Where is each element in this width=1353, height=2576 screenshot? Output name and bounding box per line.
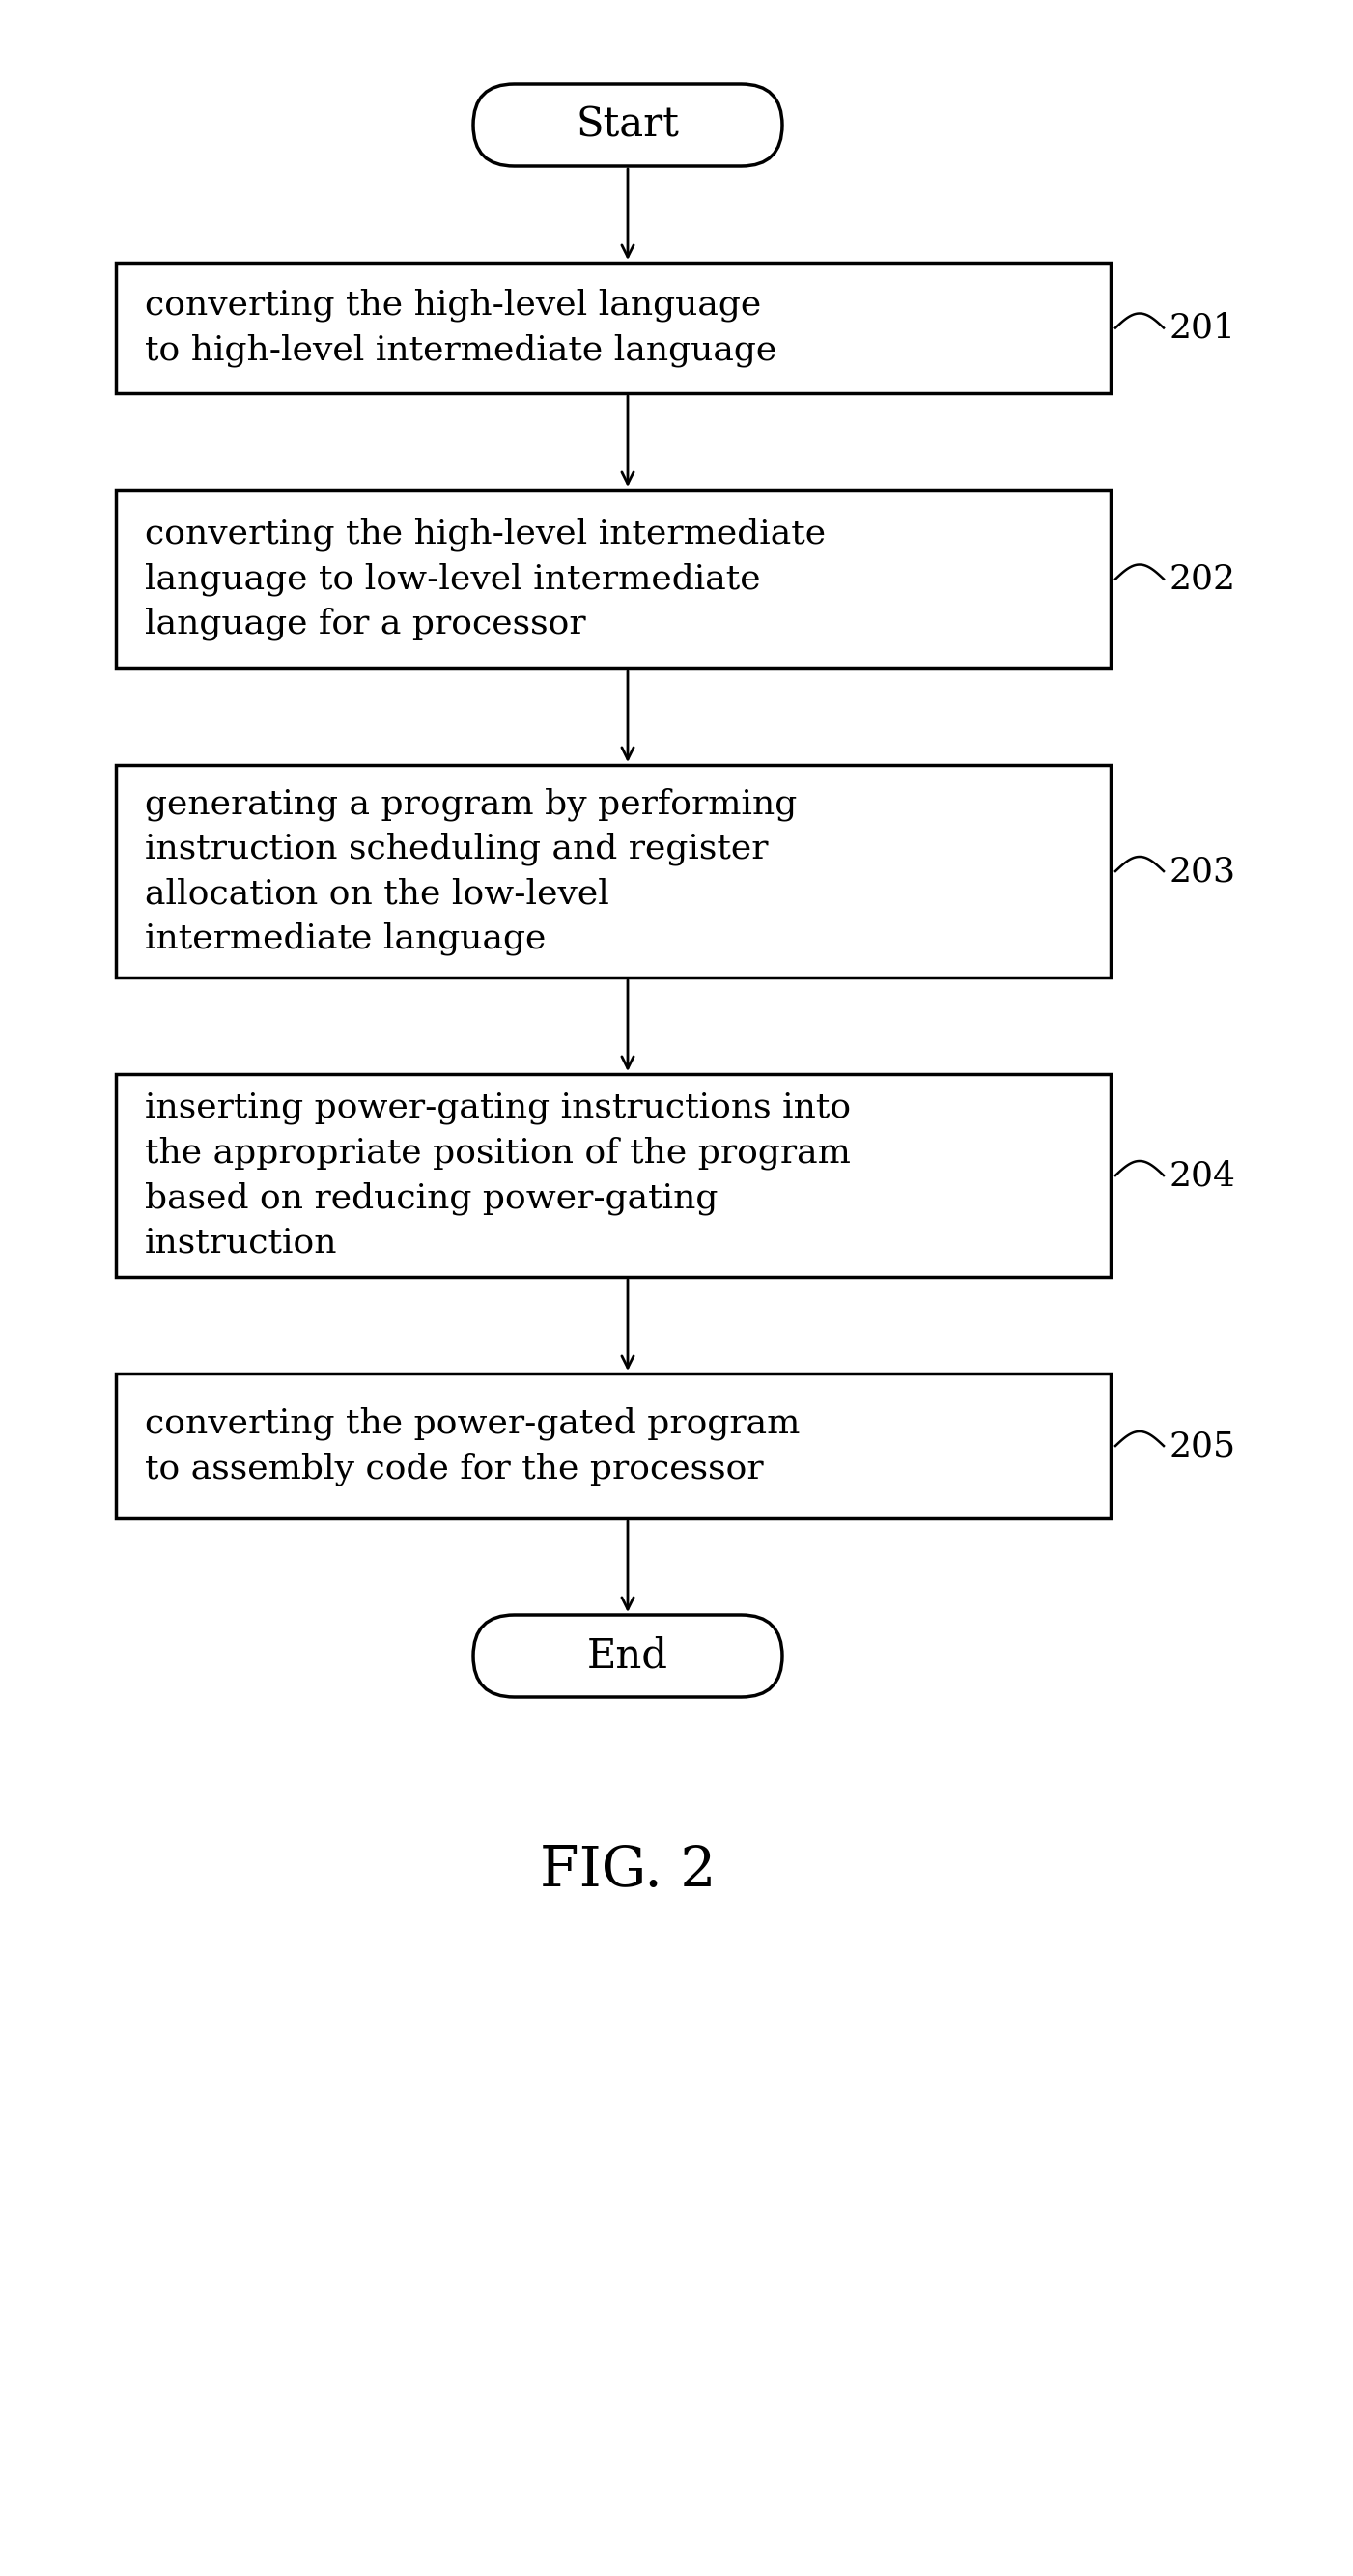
Text: generating a program by performing
instruction scheduling and register
allocatio: generating a program by performing instr… [145, 788, 797, 956]
Text: 202: 202 [1169, 562, 1235, 595]
Text: Start: Start [576, 106, 679, 144]
Text: 205: 205 [1169, 1430, 1235, 1463]
Bar [116, 263, 1111, 394]
Bar [116, 1373, 1111, 1517]
Text: inserting power-gating instructions into
the appropriate position of the program: inserting power-gating instructions into… [145, 1092, 851, 1260]
Text: 201: 201 [1169, 312, 1235, 345]
Text: converting the high-level intermediate
language to low-level intermediate
langua: converting the high-level intermediate l… [145, 518, 825, 641]
Text: End: End [587, 1636, 668, 1677]
Text: converting the high-level language
to high-level intermediate language: converting the high-level language to hi… [145, 289, 777, 368]
Text: FIG. 2: FIG. 2 [540, 1844, 716, 1899]
Bar [116, 765, 1111, 976]
Text: converting the power-gated program
to assembly code for the processor: converting the power-gated program to as… [145, 1406, 800, 1486]
Bar [116, 1074, 1111, 1278]
FancyBboxPatch shape [474, 85, 782, 165]
Bar [116, 489, 1111, 667]
Text: 204: 204 [1169, 1159, 1235, 1193]
FancyBboxPatch shape [474, 1615, 782, 1698]
Text: 203: 203 [1169, 855, 1235, 889]
